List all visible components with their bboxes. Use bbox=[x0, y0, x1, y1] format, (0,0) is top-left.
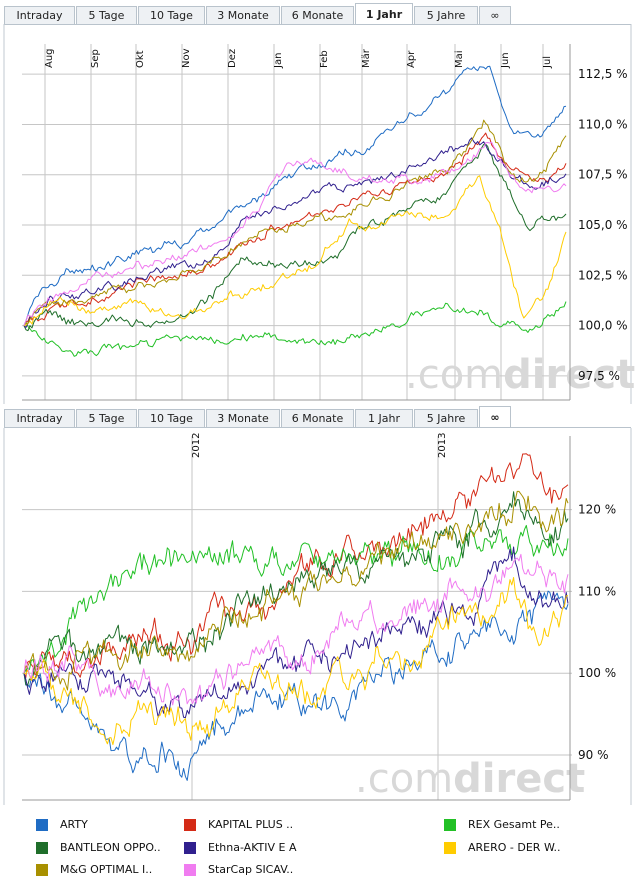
x-tick-label: Aug bbox=[44, 48, 55, 68]
series-line-arero-der-weltfonds bbox=[23, 175, 567, 327]
top-tabs-baseline bbox=[4, 24, 631, 25]
bottom-tab-5-tage[interactable]: 5 Tage bbox=[76, 409, 137, 428]
top-tab-5-jahre[interactable]: 5 Jahre bbox=[414, 6, 478, 25]
top-tab-5-tage[interactable]: 5 Tage bbox=[76, 6, 137, 25]
legend: ARTY KAPITAL PLUS .. REX Gesamt Pe.. BAN… bbox=[0, 812, 635, 882]
chart-all: .comdirect 2012 2013 90 % 100 % 110 % 120 % bbox=[3, 428, 632, 805]
y-tick-label: 105,0 % bbox=[578, 218, 628, 232]
series-line-kapital-plus bbox=[23, 132, 567, 326]
top-tab-10-tage[interactable]: 10 Tage bbox=[138, 6, 205, 25]
x-tick-label: Mai bbox=[454, 50, 465, 68]
y-tick-label: 107,5 % bbox=[578, 168, 628, 182]
series-line-arty bbox=[23, 65, 567, 326]
series-line-m-g-optimal-income bbox=[23, 119, 567, 326]
legend-label: StarCap SICAV.. bbox=[208, 863, 294, 876]
bottom-tab-10-tage[interactable]: 10 Tage bbox=[138, 409, 205, 428]
series-line-bantleon-opportunities bbox=[23, 491, 569, 687]
watermark-comdirect: .comdirect bbox=[355, 756, 585, 802]
bottom-tab-all[interactable]: ∞ bbox=[479, 406, 511, 428]
x-tick-label: Sep bbox=[90, 49, 101, 68]
x-tick-label: Nov bbox=[181, 48, 192, 68]
y-tick-label: 100 % bbox=[578, 666, 616, 680]
top-tab-6-monate[interactable]: 6 Monate bbox=[281, 6, 354, 25]
x-tick-label: 2012 bbox=[191, 433, 202, 458]
bottom-tab-5-jahre[interactable]: 5 Jahre bbox=[414, 409, 478, 428]
x-tick-label: Jan bbox=[273, 53, 284, 69]
x-tick-label: Feb bbox=[319, 50, 330, 68]
legend-swatch bbox=[444, 842, 456, 854]
series-line-m-g-optimal-income bbox=[23, 490, 569, 691]
bottom-timeframe-tabs: Intraday 5 Tage 10 Tage 3 Monate 6 Monat… bbox=[4, 406, 631, 428]
series-line-kapital-plus bbox=[23, 453, 569, 679]
top-tab-all[interactable]: ∞ bbox=[479, 6, 511, 25]
y-tick-label: 90 % bbox=[578, 748, 609, 762]
legend-label: REX Gesamt Pe.. bbox=[468, 818, 560, 831]
series-line-rex-gesamt-performance bbox=[23, 301, 567, 357]
legend-label: ARERO - DER W.. bbox=[468, 841, 561, 854]
legend-swatch bbox=[184, 864, 196, 876]
y-tick-label: 100,0 % bbox=[578, 319, 628, 333]
legend-swatch bbox=[184, 819, 196, 831]
x-tick-label: Okt bbox=[135, 50, 146, 68]
top-tab-3-monate[interactable]: 3 Monate bbox=[206, 6, 280, 25]
x-tick-label: Mär bbox=[361, 48, 372, 68]
legend-swatch bbox=[36, 864, 48, 876]
x-tick-label: Jun bbox=[500, 52, 511, 69]
legend-swatch bbox=[36, 819, 48, 831]
legend-label: M&G OPTIMAL I.. bbox=[60, 863, 153, 876]
legend-swatch bbox=[184, 842, 196, 854]
series-line-arty bbox=[23, 590, 569, 781]
y-tick-label: 112,5 % bbox=[578, 67, 628, 81]
bottom-tab-intraday[interactable]: Intraday bbox=[4, 409, 75, 428]
series-line-rex-gesamt-performance bbox=[23, 524, 569, 674]
top-timeframe-tabs: Intraday 5 Tage 10 Tage 3 Monate 6 Monat… bbox=[4, 3, 631, 25]
x-tick-label: Apr bbox=[406, 50, 417, 68]
series-line-ethna-aktiv-e-a bbox=[23, 137, 567, 328]
legend-label: KAPITAL PLUS .. bbox=[208, 818, 294, 831]
chart-1-jahr: .comdirect Aug Sep Okt Nov Dez Jan Feb Mär Apr Ma… bbox=[3, 24, 635, 404]
y-tick-label: 97,5 % bbox=[578, 369, 620, 383]
watermark-comdirect: .comdirect bbox=[405, 352, 635, 398]
series-line-starcap-sicav bbox=[23, 141, 567, 326]
legend-swatch bbox=[36, 842, 48, 854]
x-tick-label: 2013 bbox=[437, 433, 448, 458]
legend-label: BANTLEON OPPO.. bbox=[60, 841, 161, 854]
y-tick-label: 110,0 % bbox=[578, 117, 628, 131]
y-tick-label: 110 % bbox=[578, 584, 616, 598]
bottom-tab-6-monate[interactable]: 6 Monate bbox=[281, 409, 354, 428]
bottom-tabs-baseline bbox=[4, 427, 631, 428]
series-line-ethna-aktiv-e-a bbox=[23, 546, 569, 719]
legend-swatch bbox=[444, 819, 456, 831]
y-tick-label: 120 % bbox=[578, 503, 616, 517]
bottom-tab-3-monate[interactable]: 3 Monate bbox=[206, 409, 280, 428]
x-tick-label: Jul bbox=[542, 56, 553, 69]
top-tab-intraday[interactable]: Intraday bbox=[4, 6, 75, 25]
legend-label: ARTY bbox=[60, 818, 88, 831]
legend-label: Ethna-AKTIV E A bbox=[208, 841, 297, 854]
x-tick-label: Dez bbox=[227, 49, 238, 68]
series-line-arero-der-weltfonds bbox=[23, 577, 569, 746]
y-tick-label: 102,5 % bbox=[578, 268, 628, 282]
series-line-starcap-sicav bbox=[23, 553, 569, 706]
bottom-tab-1-jahr[interactable]: 1 Jahr bbox=[355, 409, 413, 428]
top-tab-1-jahr[interactable]: 1 Jahr bbox=[355, 3, 413, 25]
